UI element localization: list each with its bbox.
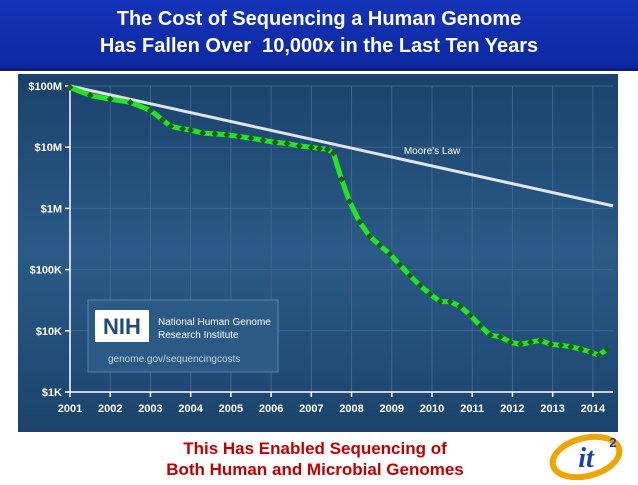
data-point-marker <box>426 290 434 298</box>
data-point-marker <box>527 338 535 346</box>
chart-background <box>18 74 618 432</box>
x-tick-label: 2001 <box>58 403 82 415</box>
caption-line-1: This Has Enabled Sequencing of <box>183 439 447 458</box>
moores-law-label: Moore's Law <box>404 146 461 157</box>
nih-logo-icon <box>95 310 149 342</box>
data-point-marker <box>247 134 255 142</box>
title-banner: The Cost of Sequencing a Human Genome Ha… <box>0 0 638 71</box>
data-point-marker <box>146 106 154 114</box>
data-point-marker <box>315 145 323 153</box>
data-point-marker <box>386 250 394 258</box>
nih-name-line1: National Human Genome <box>158 317 271 328</box>
nih-box: NIH National Human Genome Research Insti… <box>87 299 279 373</box>
logo-superscript: 2 <box>609 435 616 450</box>
data-point-marker <box>496 333 504 341</box>
data-point-marker <box>486 331 494 339</box>
data-point-marker <box>235 132 243 140</box>
data-point-marker <box>587 348 595 356</box>
data-point-marker <box>159 116 167 124</box>
data-point-marker <box>106 95 114 103</box>
y-tick-label: $1M <box>41 203 62 215</box>
x-tick-label: 2010 <box>420 403 444 415</box>
data-point-marker <box>406 272 414 280</box>
data-point-marker <box>416 281 424 289</box>
x-tick-label: 2008 <box>339 403 363 415</box>
nih-logo-divider <box>149 310 153 342</box>
logo-ring <box>549 433 623 480</box>
data-point-marker <box>476 322 484 330</box>
data-point-marker <box>603 345 611 353</box>
logo-text: it <box>578 443 595 474</box>
x-tick-label: 2007 <box>299 403 323 415</box>
data-point-marker <box>295 142 303 150</box>
moores-law-series <box>69 84 614 208</box>
data-point-marker <box>66 83 74 91</box>
data-point-marker <box>396 261 404 269</box>
data-point-marker <box>223 131 231 139</box>
x-tick-label: 2014 <box>581 403 606 415</box>
data-point-marker <box>466 311 474 319</box>
annotations: Moore's Law <box>404 146 461 157</box>
data-point-marker <box>356 218 364 226</box>
nih-abbr: NIH <box>103 314 141 339</box>
data-point-marker <box>456 302 464 310</box>
moores-law-line <box>69 84 614 208</box>
sequencing-cost-chart: 2001 2002 2003 2004 2005 2006 2007 2008 2009 2010… <box>18 74 618 432</box>
data-point-marker <box>323 145 331 153</box>
x-tick-label: 2002 <box>98 403 122 415</box>
data-point-marker <box>376 241 384 249</box>
x-tick-label: 2013 <box>540 403 564 415</box>
x-tick-label: 2006 <box>259 403 283 415</box>
data-point-marker <box>537 336 545 344</box>
data-point-marker <box>86 91 94 99</box>
y-tick-label: $100K <box>30 265 62 277</box>
data-point-marker <box>436 298 444 306</box>
data-point-marker <box>329 149 337 157</box>
data-point-marker <box>187 126 195 134</box>
data-point-marker <box>567 343 575 351</box>
x-tick-label: 2012 <box>500 403 524 415</box>
data-point-marker <box>338 175 345 183</box>
cost-series <box>66 83 611 359</box>
x-tick-label: 2011 <box>460 403 484 415</box>
data-point-marker <box>595 351 603 359</box>
data-point-marker <box>211 130 219 138</box>
data-point-marker <box>167 122 175 130</box>
x-tick-label: 2005 <box>219 403 243 415</box>
data-point-marker <box>506 338 514 346</box>
axes: 2001 2002 2003 2004 2005 2006 2007 2008 2009 2010… <box>28 81 613 415</box>
data-point-marker <box>346 197 354 205</box>
data-point-marker <box>259 136 267 144</box>
data-point-marker <box>307 143 315 151</box>
data-point-marker <box>577 345 585 353</box>
data-point-marker <box>126 98 134 106</box>
data-point-marker <box>557 341 565 349</box>
page-title-line-2: Has Fallen Over 10,000x in the Last Ten … <box>99 35 539 57</box>
data-point-marker <box>547 340 555 348</box>
caption-line-2: Both Human and Microbial Genomes <box>166 460 464 479</box>
data-point-marker <box>199 129 207 137</box>
nih-url: genome.gov/sequencingcosts <box>108 354 240 365</box>
y-tick-label: $10K <box>36 326 62 338</box>
data-point-marker <box>271 138 279 146</box>
x-tick-label: 2009 <box>380 403 404 415</box>
data-point-marker <box>446 298 454 306</box>
it2-logo-icon: it 2 <box>549 433 623 480</box>
y-tick-label: $100M <box>28 81 62 93</box>
y-tick-label: $10M <box>34 142 62 154</box>
y-tick-label: $1K <box>42 387 62 399</box>
nih-name-line2: Research Institute <box>158 330 239 341</box>
data-point-marker <box>366 232 374 240</box>
data-point-marker <box>179 125 187 133</box>
x-tick-label: 2003 <box>138 403 162 415</box>
page-title-line-1: The Cost of Sequencing a Human Genome <box>116 8 522 30</box>
data-point-marker <box>283 139 291 147</box>
x-tick-label: 2004 <box>178 403 203 415</box>
data-point-marker <box>516 340 524 348</box>
